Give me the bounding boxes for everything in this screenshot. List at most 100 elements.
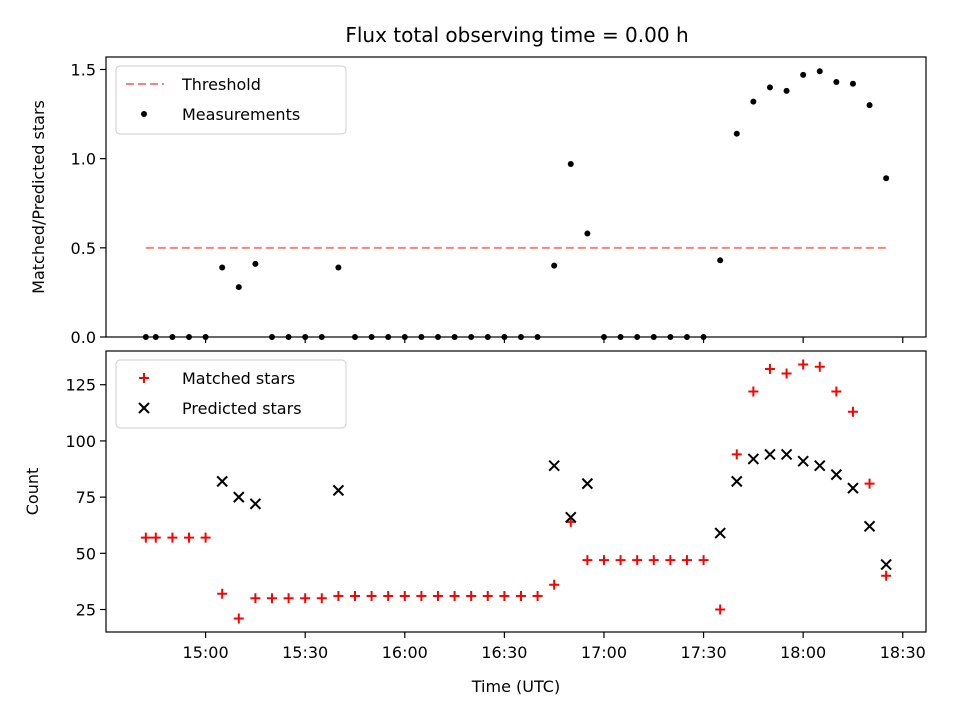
measurement-point	[766, 84, 773, 91]
measurement-point	[534, 334, 541, 340]
measurement-point	[451, 334, 458, 340]
matched-star-point	[665, 555, 676, 566]
legend-label: Measurements	[182, 105, 300, 124]
measurement-point	[152, 334, 159, 340]
matched-star-point	[715, 604, 726, 615]
measurement-point	[285, 334, 292, 340]
legend-label: Matched stars	[182, 369, 295, 388]
top-chart-title: Flux total observing time = 0.00 h	[345, 23, 688, 47]
legend-matched-swatch	[139, 373, 149, 383]
measurement-point	[268, 334, 275, 340]
legend-measurement-swatch	[141, 111, 147, 117]
matched-star-point	[449, 591, 460, 602]
matched-star-point	[798, 359, 809, 370]
matched-star-point	[881, 570, 892, 581]
measurement-point	[800, 71, 807, 78]
y-axis-label: Matched/Predicted stars	[29, 100, 48, 294]
matched-star-point	[266, 593, 277, 604]
matched-star-point	[217, 588, 228, 599]
measurement-point	[717, 257, 724, 264]
x-tick-label: 17:30	[681, 643, 727, 662]
measurement-point	[750, 98, 757, 105]
matched-star-point	[183, 532, 194, 543]
predicted-star-point	[764, 448, 776, 461]
x-tick-label: 16:30	[481, 643, 527, 662]
measurement-point	[468, 334, 475, 340]
matched-star-point	[349, 591, 360, 602]
measurement-point	[600, 334, 607, 340]
matched-star-point	[233, 613, 244, 624]
matched-star-point	[140, 532, 151, 543]
matched-star-point	[499, 591, 510, 602]
predicted-star-point	[830, 468, 843, 481]
plot-frame	[105, 350, 927, 633]
y-axis-label: Count	[23, 468, 42, 516]
legend-box	[115, 65, 347, 135]
matched-star-point	[416, 591, 427, 602]
matched-star-point	[847, 406, 858, 417]
predicted-star-point	[565, 511, 577, 524]
matched-star-point	[432, 591, 443, 602]
measurement-point	[185, 334, 192, 340]
matched-star-point	[598, 555, 609, 566]
bottom-panel: 25 50 75 100 125 15:00 15:30 16:00 16:30 17:00 17:…	[23, 350, 927, 696]
matched-star-point	[781, 368, 792, 379]
measurement-point	[318, 334, 325, 340]
measurement-point	[883, 175, 890, 182]
predicted-star-point	[332, 484, 345, 497]
y-tick-label: 1.5	[71, 60, 96, 79]
predicted-star-point	[814, 459, 826, 472]
measurement-point	[866, 102, 873, 109]
predicted-star-point	[233, 491, 245, 503]
matched-star-point	[731, 449, 742, 460]
measurement-point	[783, 87, 790, 94]
matched-star-point	[333, 591, 344, 602]
measurement-point	[418, 334, 425, 340]
matched-star-point	[764, 363, 775, 374]
predicted-star-point	[249, 498, 262, 510]
y-tick-label: 25	[76, 601, 96, 620]
measurement-point	[235, 284, 242, 291]
matched-star-point	[300, 593, 311, 604]
matched-star-point	[250, 593, 261, 604]
y-tick-label: 100	[65, 432, 96, 451]
matched-star-point	[466, 591, 477, 602]
predicted-star-point	[581, 477, 594, 490]
measurement-point	[368, 334, 375, 340]
measurement-point	[351, 334, 358, 340]
x-tick-label: 15:00	[183, 643, 229, 662]
legend-label: Predicted stars	[182, 399, 302, 418]
measurement-point	[335, 264, 342, 271]
y-tick-label: 125	[65, 376, 96, 395]
matched-star-point	[167, 532, 178, 543]
measurement-point	[551, 262, 558, 269]
predicted-star-point	[847, 482, 859, 494]
top-panel: 0.0 0.5 1.0 1.5 Matched/Predicted stars Thres…	[29, 56, 927, 347]
matched-star-point	[366, 591, 377, 602]
plot-frame	[105, 56, 927, 338]
y-tick-label: 0.0	[71, 328, 96, 347]
matched-star-point	[283, 593, 294, 604]
measurement-point	[833, 78, 840, 85]
measurement-point	[667, 334, 674, 340]
measurement-point	[617, 334, 624, 340]
x-axis-label: Time (UTC)	[471, 677, 560, 696]
matched-star-point	[150, 532, 161, 543]
measurement-point	[634, 334, 641, 340]
matched-star-point	[698, 555, 709, 566]
matched-star-point	[399, 591, 410, 602]
matched-star-point	[748, 386, 759, 397]
measurement-point	[816, 68, 823, 75]
matched-star-point	[200, 532, 211, 543]
measurement-point	[683, 334, 690, 340]
measurement-point	[484, 334, 491, 340]
x-tick-label: 15:30	[282, 643, 328, 662]
measurement-point	[501, 334, 508, 340]
predicted-star-point	[747, 453, 760, 465]
matched-star-point	[681, 555, 692, 566]
matched-star-point	[482, 591, 493, 602]
y-tick-label: 0.5	[71, 239, 96, 258]
measurement-point	[169, 334, 176, 340]
measurement-point	[434, 334, 441, 340]
measurement-point	[733, 130, 740, 137]
